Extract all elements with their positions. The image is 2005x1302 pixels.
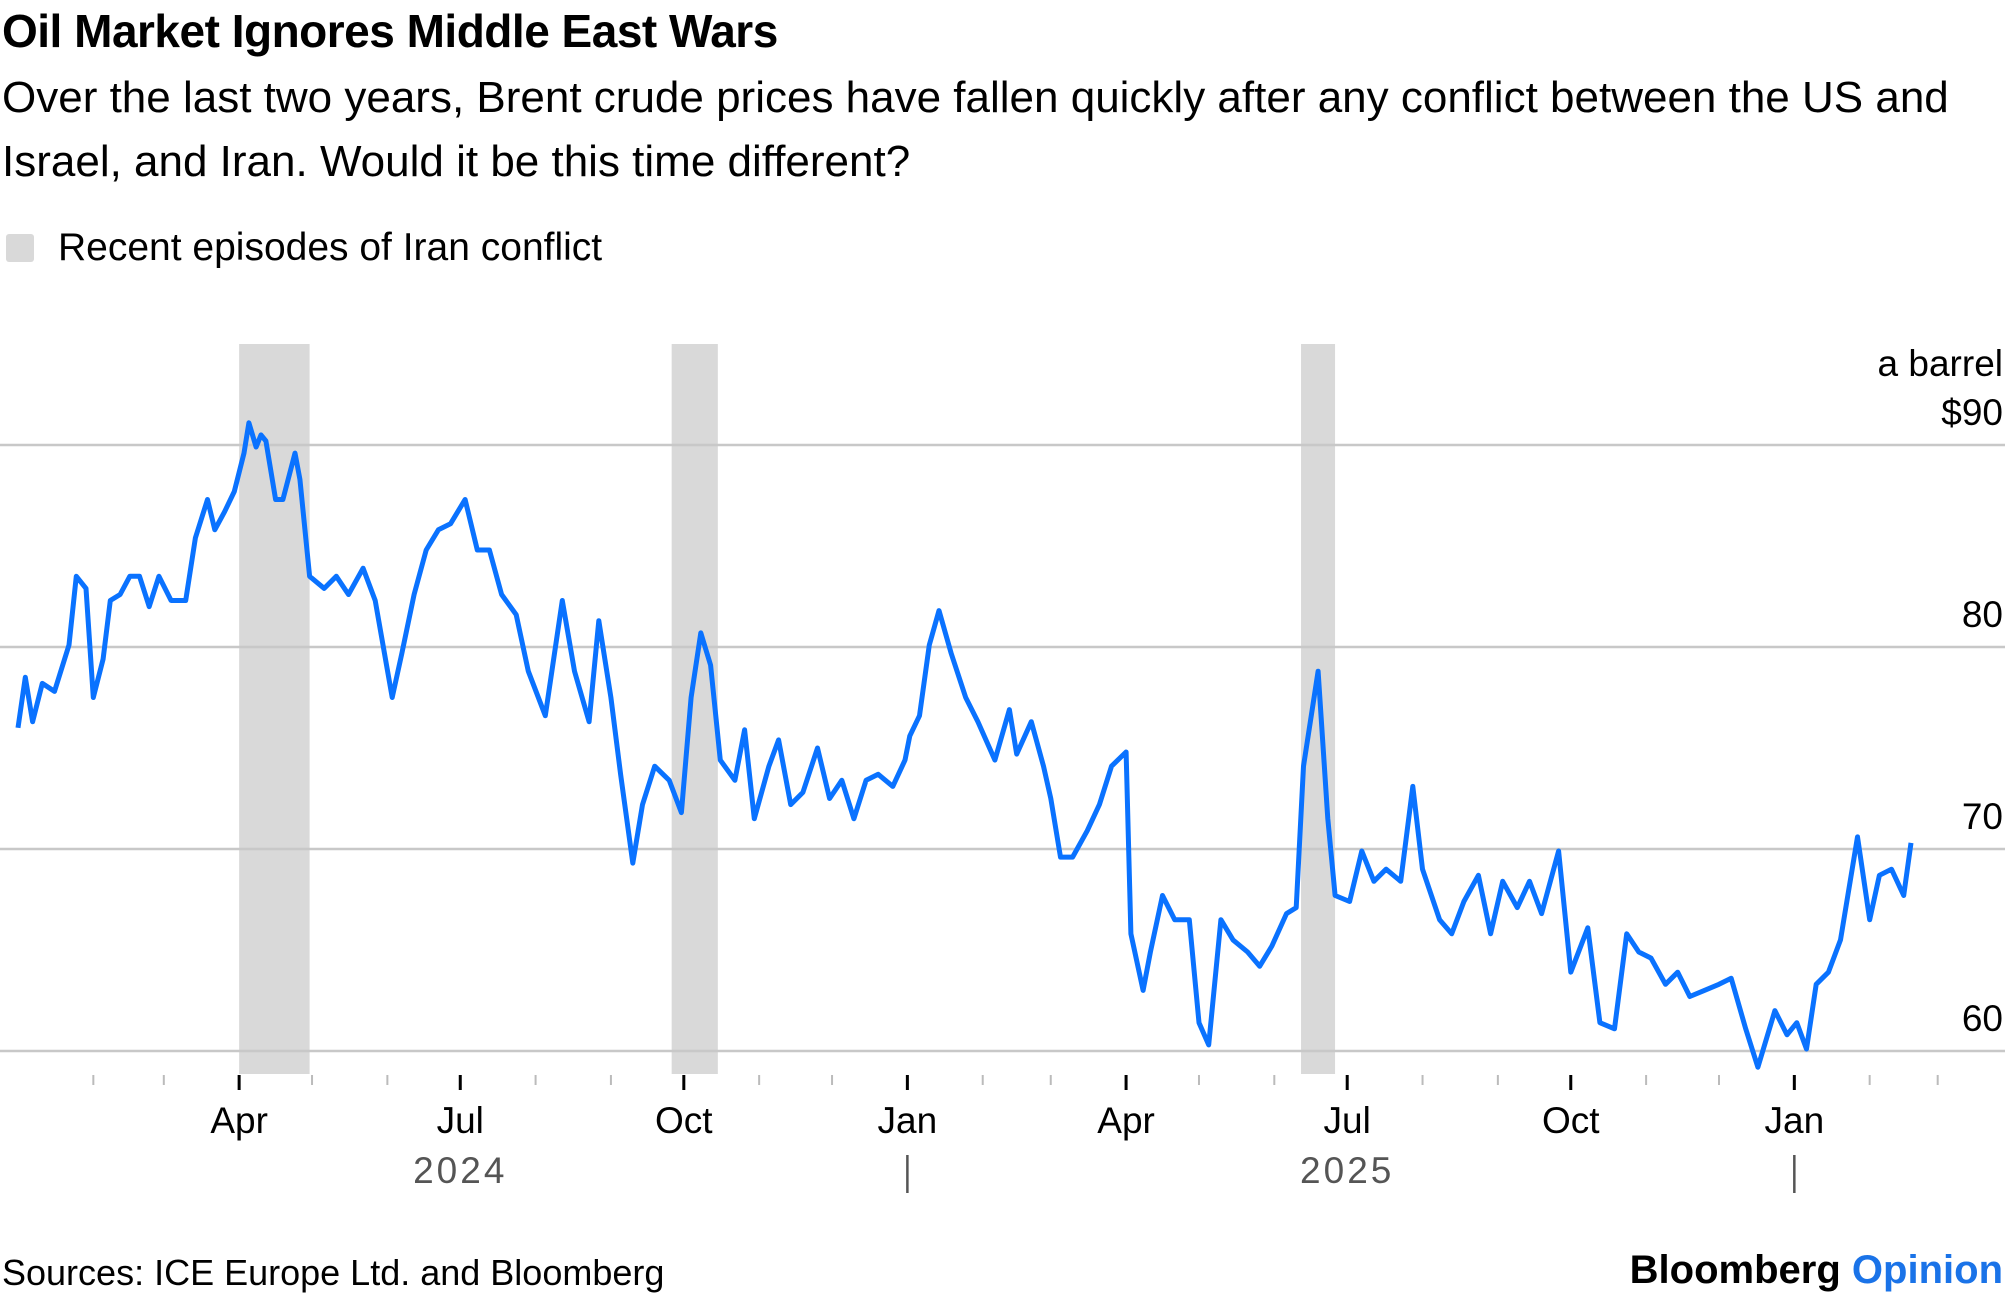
x-tick-label: Oct [1542, 1100, 1600, 1141]
brand-suffix: Opinion [1851, 1248, 2003, 1292]
y-tick-label: 60 [1962, 998, 2003, 1039]
y-tick-label: 70 [1962, 796, 2003, 837]
conflict-band [671, 344, 718, 1074]
brent-price-line [15, 420, 1914, 1070]
x-tick-label: Jan [878, 1100, 938, 1141]
x-tick-label: Jul [1324, 1100, 1371, 1141]
chart-subtitle: Over the last two years, Brent crude pri… [2, 73, 1949, 186]
legend-swatch-conflict [6, 234, 34, 262]
source-note: Sources: ICE Europe Ltd. and Bloomberg [2, 1252, 665, 1293]
conflict-band [1301, 344, 1336, 1074]
chart-title: Oil Market Ignores Middle East Wars [2, 5, 778, 57]
x-year-label: 2025 [1300, 1150, 1394, 1191]
brand-logo: Bloomberg Opinion [1630, 1248, 2003, 1293]
brand-name: Bloomberg [1629, 1248, 1841, 1292]
x-tick-label: Oct [655, 1100, 713, 1141]
legend: Recent episodes of Iran conflict [6, 226, 602, 270]
x-tick-label: Jan [1765, 1100, 1825, 1141]
y-tick-label: 80 [1962, 594, 2003, 635]
x-tick-label: Apr [210, 1100, 268, 1141]
conflict-band [239, 344, 310, 1074]
y-tick-label: $90 [1941, 392, 2003, 433]
x-tick-label: Apr [1097, 1100, 1155, 1141]
x-year-label: 2024 [413, 1150, 507, 1191]
legend-label-conflict: Recent episodes of Iran conflict [58, 226, 603, 269]
x-tick-label: Jul [437, 1100, 484, 1141]
y-unit-label: a barrel [1878, 343, 2003, 384]
